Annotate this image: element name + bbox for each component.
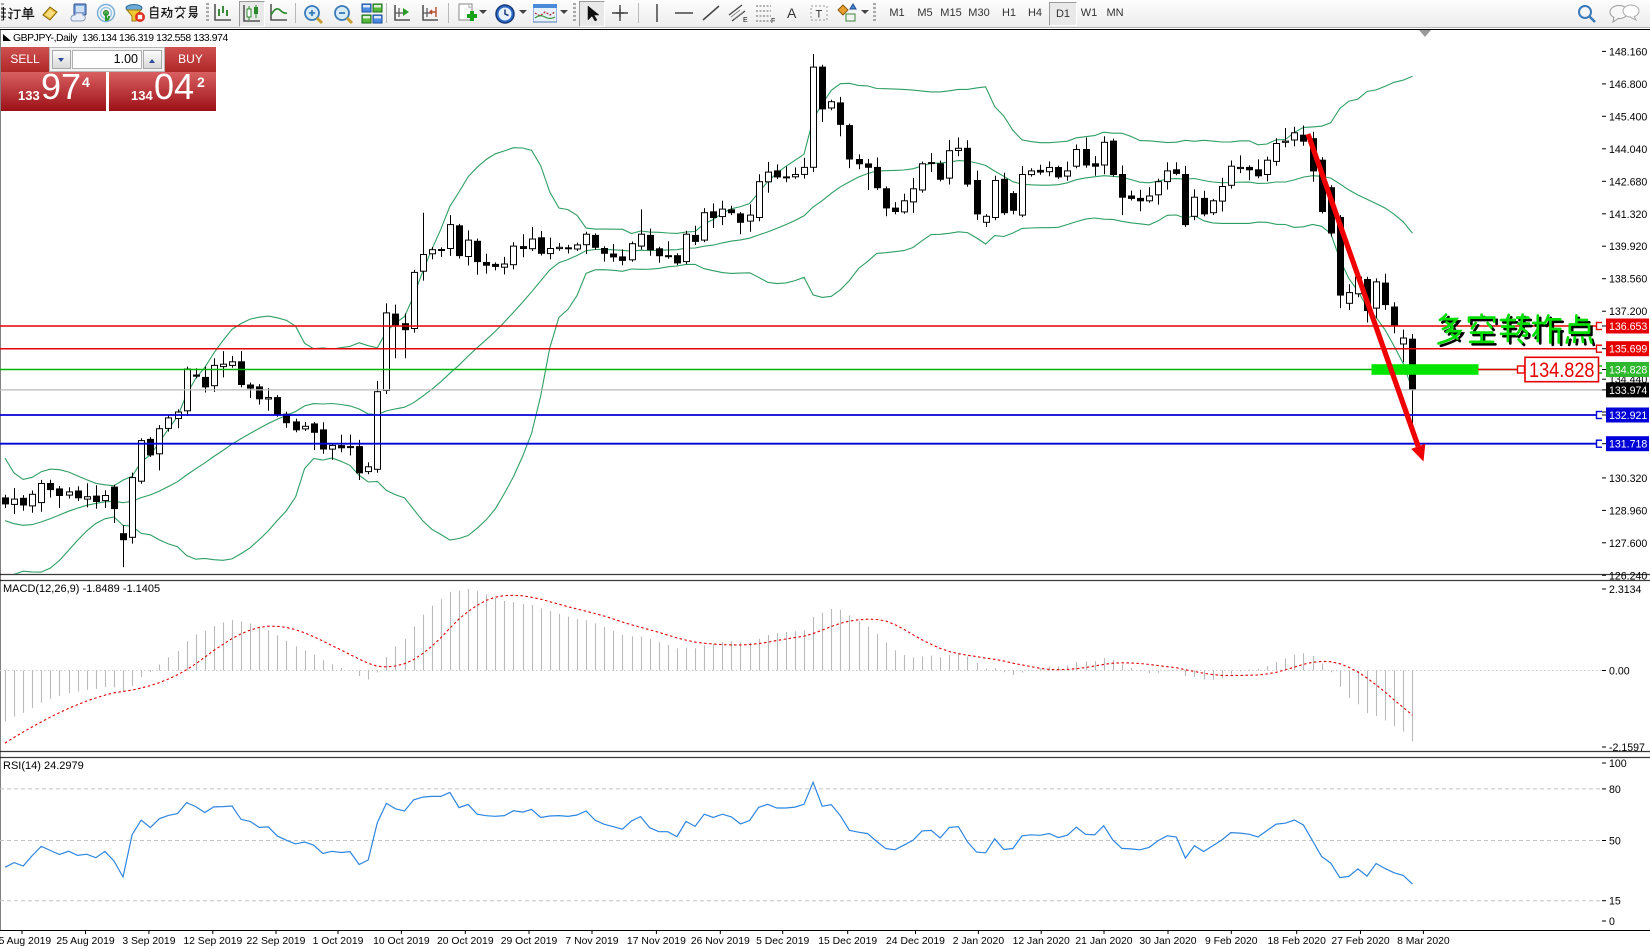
svg-text:0.00: 0.00 xyxy=(1609,666,1630,678)
svg-text:15 Dec 2019: 15 Dec 2019 xyxy=(818,936,877,947)
svg-text:26 Nov 2019: 26 Nov 2019 xyxy=(691,936,750,947)
svg-text:50: 50 xyxy=(1609,836,1621,848)
svg-text:148.160: 148.160 xyxy=(1609,46,1647,58)
svg-text:145.400: 145.400 xyxy=(1609,111,1647,123)
svg-text:139.920: 139.920 xyxy=(1609,241,1647,253)
svg-text:12 Jan 2020: 12 Jan 2020 xyxy=(1013,936,1070,947)
svg-text:134.828: 134.828 xyxy=(1609,365,1647,377)
svg-text:T: T xyxy=(816,9,823,21)
svg-text:22 Sep 2019: 22 Sep 2019 xyxy=(247,936,306,947)
svg-text:15: 15 xyxy=(1609,896,1621,908)
svg-text:10 Oct 2019: 10 Oct 2019 xyxy=(373,936,430,947)
svg-text:2 Jan 2020: 2 Jan 2020 xyxy=(953,936,1005,947)
svg-text:100: 100 xyxy=(1609,758,1627,770)
svg-text:29 Oct 2019: 29 Oct 2019 xyxy=(501,936,558,947)
svg-text:80: 80 xyxy=(1609,784,1621,796)
svg-text:A: A xyxy=(787,5,797,21)
svg-text:0: 0 xyxy=(1609,916,1615,928)
svg-text:GBPJPY-,Daily 136.134 136.319: GBPJPY-,Daily 136.134 136.319 132.558 13… xyxy=(13,33,228,44)
svg-text:138.560: 138.560 xyxy=(1609,274,1647,286)
svg-text:142.680: 142.680 xyxy=(1609,176,1647,188)
svg-text:21 Jan 2020: 21 Jan 2020 xyxy=(1075,936,1132,947)
svg-text:135.699: 135.699 xyxy=(1609,344,1647,356)
svg-text:RSI(14) 24.2979: RSI(14) 24.2979 xyxy=(3,760,84,772)
svg-text:9 Feb 2020: 9 Feb 2020 xyxy=(1205,936,1258,947)
svg-text:131.718: 131.718 xyxy=(1609,439,1647,451)
svg-text:146.800: 146.800 xyxy=(1609,79,1647,91)
svg-text:3 Sep 2019: 3 Sep 2019 xyxy=(122,936,175,947)
svg-text:1 Oct 2019: 1 Oct 2019 xyxy=(313,936,364,947)
svg-text:30 Jan 2020: 30 Jan 2020 xyxy=(1139,936,1196,947)
svg-text:5 Dec 2019: 5 Dec 2019 xyxy=(756,936,809,947)
svg-text:2.3134: 2.3134 xyxy=(1609,584,1642,596)
svg-text:127.600: 127.600 xyxy=(1609,538,1647,550)
svg-text:27 Feb 2020: 27 Feb 2020 xyxy=(1331,936,1390,947)
svg-text:25 Aug 2019: 25 Aug 2019 xyxy=(56,936,115,947)
svg-text:132.921: 132.921 xyxy=(1609,410,1647,422)
svg-text:24 Dec 2019: 24 Dec 2019 xyxy=(886,936,945,947)
svg-text:141.320: 141.320 xyxy=(1609,209,1647,221)
svg-text:133.974: 133.974 xyxy=(1609,385,1647,397)
svg-text:128.960: 128.960 xyxy=(1609,505,1647,517)
svg-text:126.240: 126.240 xyxy=(1609,570,1647,582)
svg-text:12 Sep 2019: 12 Sep 2019 xyxy=(183,936,242,947)
svg-text:MACD(12,26,9) -1.8489 -1.1405: MACD(12,26,9) -1.8489 -1.1405 xyxy=(3,583,160,595)
svg-text:7 Nov 2019: 7 Nov 2019 xyxy=(565,936,618,947)
svg-text:18 Feb 2020: 18 Feb 2020 xyxy=(1268,936,1327,947)
svg-text:E: E xyxy=(743,17,748,24)
svg-text:20 Oct 2019: 20 Oct 2019 xyxy=(437,936,494,947)
svg-text:130.320: 130.320 xyxy=(1609,473,1647,485)
svg-text:-2.1597: -2.1597 xyxy=(1609,742,1645,754)
svg-text:F: F xyxy=(771,18,775,25)
svg-text:8 Mar 2020: 8 Mar 2020 xyxy=(1397,936,1450,947)
svg-text:144.040: 144.040 xyxy=(1609,144,1647,156)
svg-text:136.653: 136.653 xyxy=(1609,321,1647,333)
svg-text:17 Nov 2019: 17 Nov 2019 xyxy=(627,936,686,947)
svg-text:137.200: 137.200 xyxy=(1609,306,1647,318)
svg-text:134.828: 134.828 xyxy=(1529,358,1595,382)
svg-text:15 Aug 2019: 15 Aug 2019 xyxy=(0,936,51,947)
